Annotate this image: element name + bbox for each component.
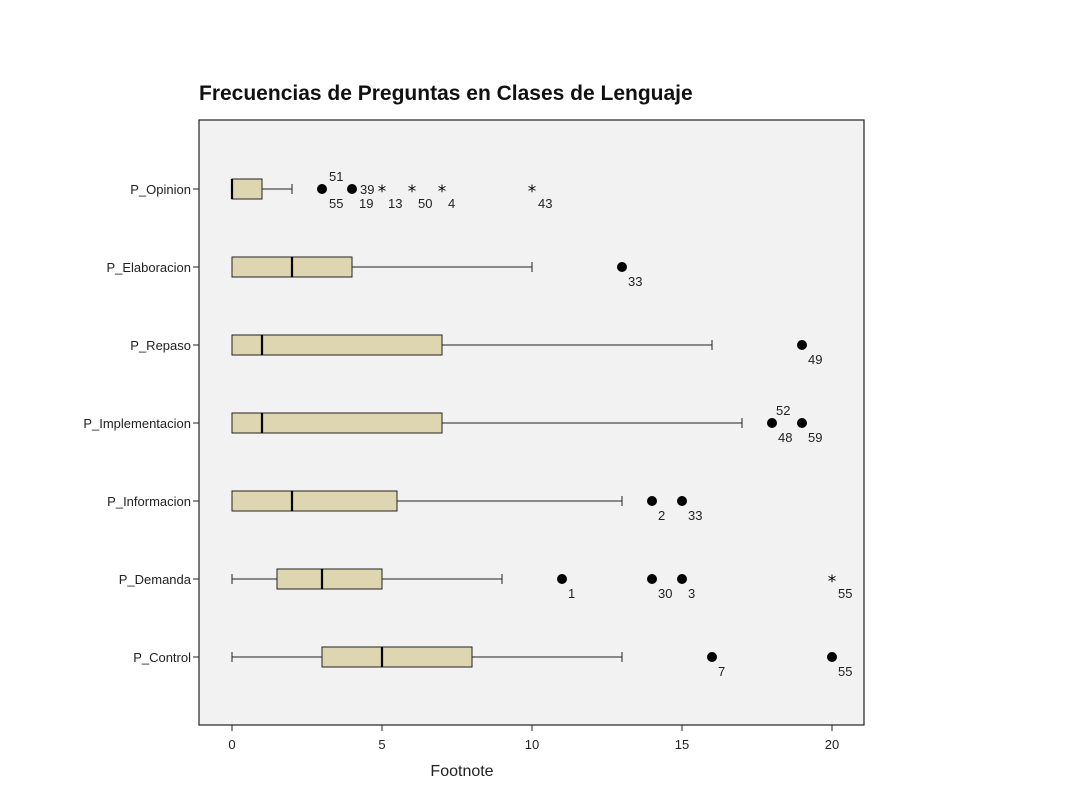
x-tick-label: 10 [525,737,539,752]
box-iqr [231,490,398,512]
outlier-label: 2 [658,508,665,523]
box-p-elaboracion: 33 [231,256,642,289]
outlier-point [647,574,657,584]
box-iqr [231,334,443,356]
x-tick-label: 5 [378,737,385,752]
outlier-label: 19 [359,196,373,211]
box-iqr [276,568,383,590]
outlier-point [707,652,717,662]
box-p-informacion: 2 33 [231,490,702,523]
outlier-label: 1 [568,586,575,601]
outlier-label: 13 [388,196,402,211]
outlier-point [797,340,807,350]
outlier-label: 33 [688,508,702,523]
x-axis: 0 5 10 15 20 [228,725,839,752]
extreme-point: * [528,182,537,202]
x-tick-label: 0 [228,737,235,752]
outlier-point [557,574,567,584]
box-p-repaso: 49 [231,334,822,367]
outlier-point [797,418,807,428]
extreme-point: * [378,182,387,202]
box-iqr [321,646,473,668]
outlier-point [767,418,777,428]
extreme-point: * [438,182,447,202]
outlier-label: 59 [808,430,822,445]
y-category-label: P_Implementacion [83,416,191,431]
outlier-label: 50 [418,196,432,211]
outlier-point [347,184,357,194]
outlier-point [677,496,687,506]
outlier-point [617,262,627,272]
outlier-label: 49 [808,352,822,367]
outlier-label: 39 [360,182,374,197]
box-p-implementacion: 52 48 59 [231,403,822,445]
outlier-label: 51 [329,169,343,184]
chart-title: Frecuencias de Preguntas en Clases de Le… [199,82,693,105]
outlier-label: 55 [838,664,852,679]
y-axis: P_Opinion P_Elaboracion P_Repaso P_Implemen… [83,182,199,665]
outlier-label: 55 [329,196,343,211]
outlier-point [677,574,687,584]
x-tick-label: 15 [675,737,689,752]
y-category-label: P_Opinion [130,182,191,197]
outlier-label: 55 [838,586,852,601]
box-p-demanda: 1 30 3 *55 [231,568,852,601]
y-category-label: P_Elaboracion [106,260,191,275]
outlier-label: 4 [448,196,455,211]
outlier-point [647,496,657,506]
outlier-label: 48 [778,430,792,445]
extreme-point: * [828,572,837,592]
x-axis-title: Footnote [430,763,493,780]
outlier-label: 52 [776,403,790,418]
outlier-label: 30 [658,586,672,601]
extreme-point: * [408,182,417,202]
box-p-control: 7 55 [231,646,852,679]
box-iqr [231,178,263,200]
outlier-label: 7 [718,664,725,679]
outlier-point [317,184,327,194]
y-category-label: P_Repaso [130,338,191,353]
y-category-label: P_Control [133,650,191,665]
box-iqr [231,412,443,434]
outlier-label: 33 [628,274,642,289]
outlier-label: 3 [688,586,695,601]
outlier-point [827,652,837,662]
y-category-label: P_Informacion [107,494,191,509]
outlier-label: 43 [538,196,552,211]
y-category-label: P_Demanda [119,572,192,587]
x-tick-label: 20 [825,737,839,752]
